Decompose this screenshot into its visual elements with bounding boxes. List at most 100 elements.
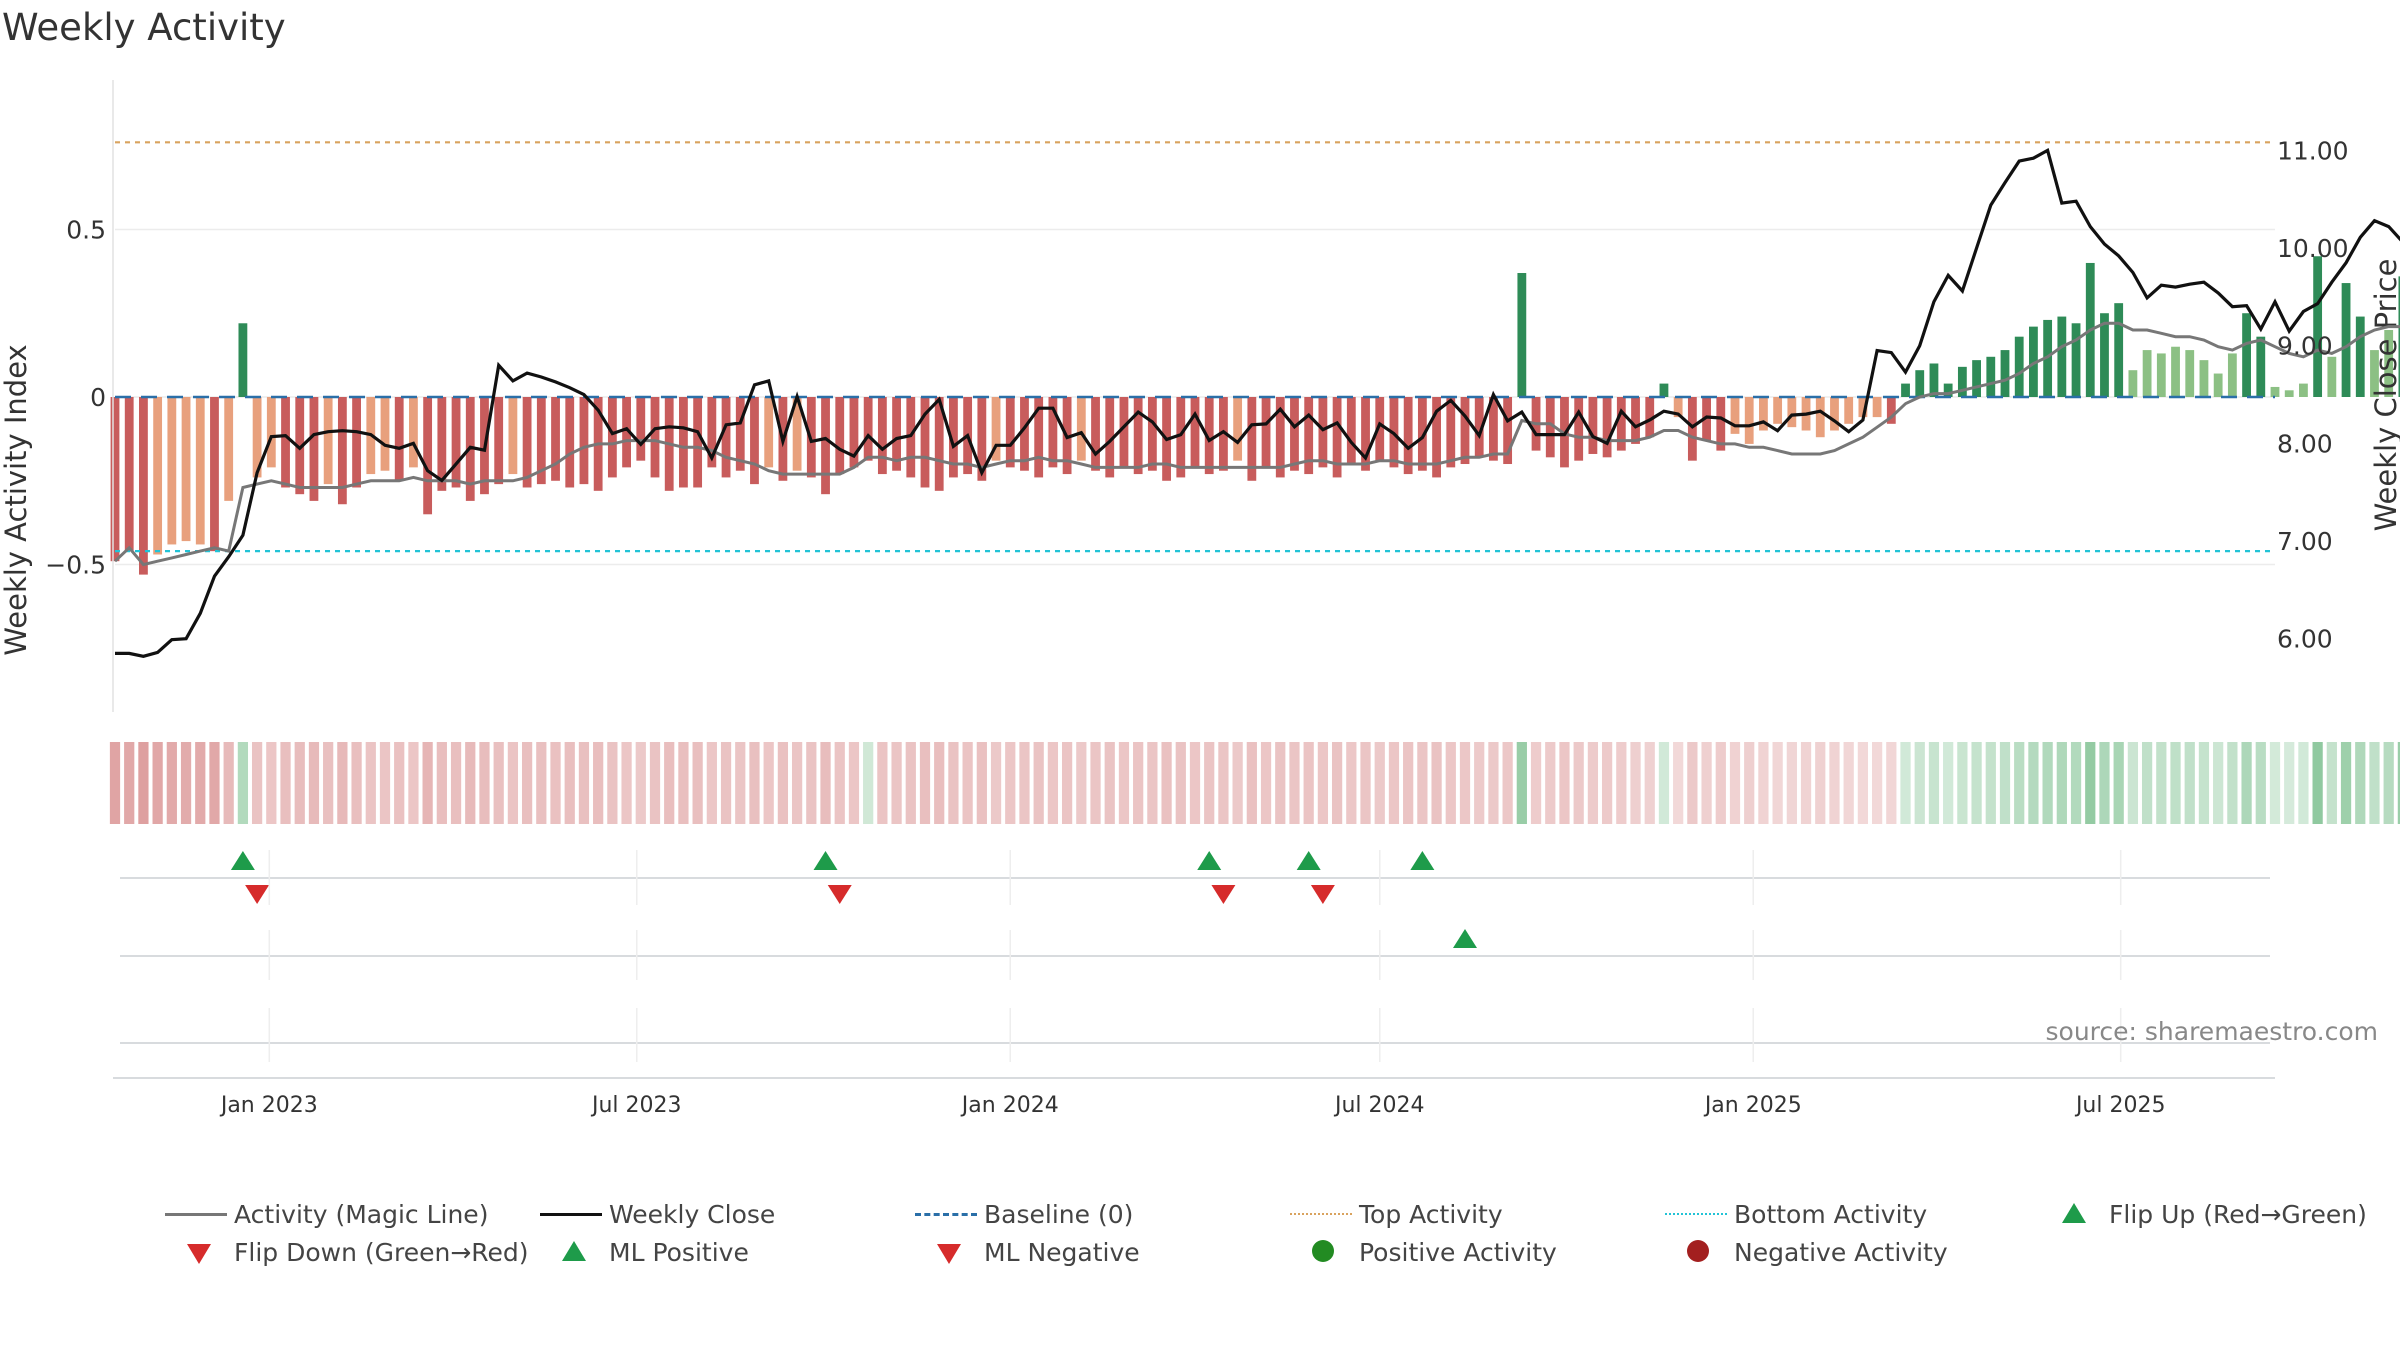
ml-positive-marker: [1453, 929, 1477, 948]
heat-strip-cell: [1857, 742, 1869, 824]
heat-strip-cell: [436, 742, 447, 824]
heat-strip-cell: [990, 742, 1002, 824]
legend-label: ML Positive: [609, 1238, 749, 1267]
heat-strip-cell: [976, 742, 987, 824]
source-credit: source: sharemaestro.com: [2046, 1017, 2379, 1046]
heat-strip-cell: [2127, 742, 2139, 824]
heat-strip-cell: [394, 742, 405, 824]
heat-strip-cell: [692, 742, 703, 824]
y-tick-label-right: 9.00: [2277, 332, 2333, 361]
magic-line-series: [113, 321, 2400, 567]
activity-bar: [1872, 397, 1882, 418]
activity-bar: [1204, 397, 1214, 475]
heat-strip-cell: [948, 742, 959, 824]
activity-bar: [1034, 397, 1044, 478]
heat-strip-cell: [621, 742, 632, 824]
x-tick-label: Jul 2025: [2074, 1093, 2166, 1118]
activity-bar: [934, 397, 944, 491]
activity-bar: [892, 397, 901, 471]
activity-bar: [1986, 356, 1996, 397]
legend-label: ML Negative: [984, 1238, 1140, 1267]
heat-strip-cell: [1175, 742, 1186, 824]
activity-bar: [2313, 256, 2323, 397]
y-tick-label: −0.5: [45, 551, 106, 580]
activity-bar: [2256, 336, 2266, 397]
heat-strip-cell: [1758, 742, 1769, 824]
activity-bar: [1744, 397, 1754, 444]
activity-bars: [110, 256, 2400, 575]
activity-bar: [2213, 373, 2223, 397]
heat-strip-cell: [1133, 742, 1144, 824]
heat-strip-cell: [2141, 742, 2153, 824]
flip-down-marker: [1211, 885, 1236, 904]
heat-strip-cell: [1673, 742, 1684, 824]
heat-strip-cell: [2369, 742, 2380, 824]
activity-bar: [991, 397, 1001, 461]
activity-bar: [2142, 350, 2152, 397]
activity-bar: [508, 397, 518, 475]
heat-strip-cell: [1047, 742, 1059, 824]
heat-strip-cell: [1331, 742, 1343, 824]
activity-bar: [693, 397, 703, 488]
activity-bar: [2355, 316, 2365, 397]
activity-bar: [2043, 319, 2053, 397]
activity-bar: [1361, 397, 1370, 471]
activity-bar: [2327, 356, 2337, 397]
activity-bar: [821, 397, 830, 495]
activity-bar: [764, 397, 774, 468]
activity-bar: [1076, 397, 1086, 461]
heat-strip-cell: [1118, 742, 1130, 824]
triangle-up-icon: [562, 1241, 586, 1261]
heat-strip-cell: [2085, 742, 2096, 824]
activity-bar: [1787, 397, 1797, 428]
flip-up-marker: [813, 851, 838, 870]
heat-strip-cell: [1289, 742, 1300, 824]
heat-strip-cell: [934, 742, 945, 824]
heat-strip-cell: [2227, 742, 2238, 824]
heat-strip-cell: [2255, 742, 2266, 824]
heat-strip-cell: [1260, 742, 1272, 824]
heat-strip-cell: [251, 742, 263, 824]
triangle-down-icon: [937, 1244, 961, 1264]
x-tick-label: Jan 2024: [960, 1093, 1059, 1118]
heat-strip-cell: [2269, 742, 2281, 824]
activity-bar: [1730, 397, 1740, 434]
activity-bar: [2299, 383, 2308, 397]
heat-strip-cell: [1658, 742, 1670, 824]
heat-strip-cell: [877, 742, 888, 824]
heat-strip-cell: [1900, 742, 1911, 824]
activity-bar: [252, 397, 262, 478]
flip-down-marker: [245, 885, 270, 904]
heat-strip-cell: [1587, 742, 1599, 824]
activity-bar: [1858, 397, 1868, 418]
heat-strip-cell: [195, 742, 206, 824]
activity-bar: [2370, 350, 2379, 397]
heat-strip-cell: [962, 742, 973, 824]
heat-strip-cell: [465, 742, 476, 824]
activity-bar: [1346, 397, 1356, 465]
activity-bar: [2185, 350, 2195, 397]
activity-bar: [2071, 323, 2081, 397]
heat-strip-cell: [2383, 742, 2394, 824]
heat-strip-cell: [564, 742, 575, 824]
activity-bar: [949, 397, 958, 478]
activity-bar: [2270, 386, 2280, 397]
heat-strip-cell: [2042, 742, 2053, 824]
heat-strip-cell: [607, 742, 618, 824]
legend-label: Negative Activity: [1734, 1238, 1948, 1267]
heat-strip-cell: [1459, 742, 1471, 824]
heat-strip-cell: [1019, 742, 1030, 824]
activity-bar: [849, 397, 859, 468]
y-tick-label-right: 11.00: [2277, 136, 2349, 165]
heat-strip-cell: [905, 742, 916, 824]
heat-strip-cell: [1317, 742, 1329, 824]
activity-bar: [1844, 397, 1854, 424]
activity-bar: [1815, 397, 1825, 438]
activity-bar: [1375, 397, 1385, 461]
y-tick-label: 0: [90, 383, 106, 412]
heat-strip-cell: [2156, 742, 2167, 824]
activity-bar: [409, 397, 418, 468]
heat-strip-cell: [422, 742, 433, 824]
activity-bar: [1915, 370, 1925, 397]
activity-bar: [1147, 397, 1157, 471]
